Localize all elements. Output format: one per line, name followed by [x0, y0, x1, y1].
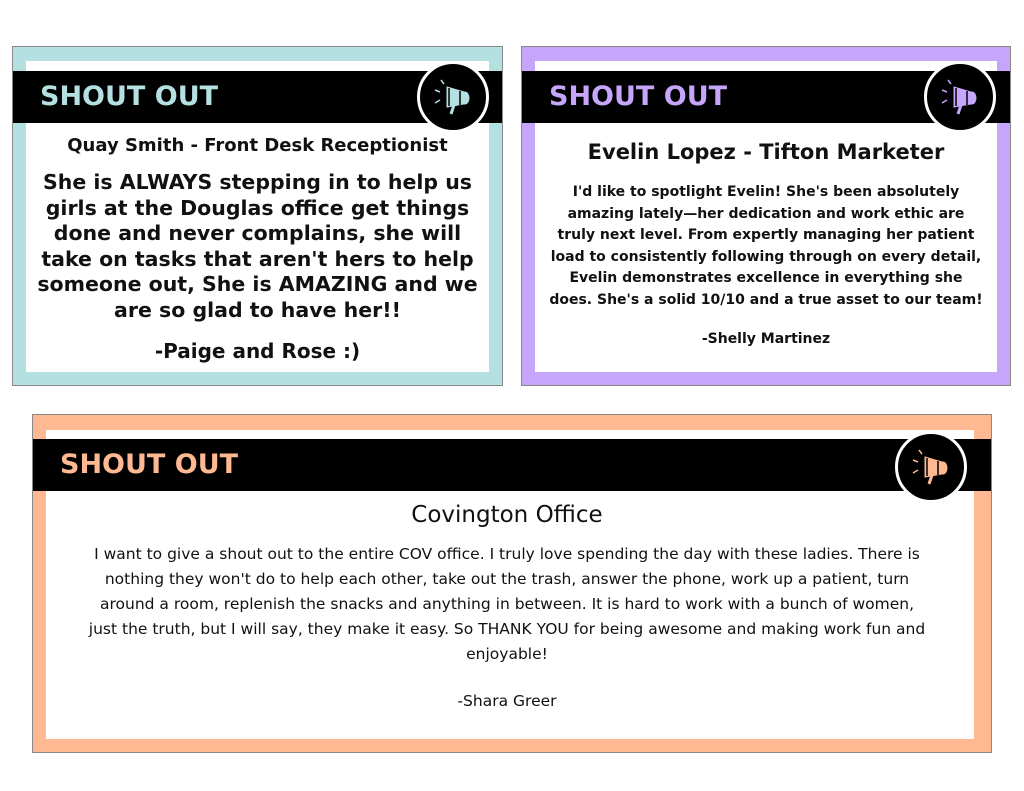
- signature: -Shara Greer: [457, 692, 557, 710]
- card-content: Quay Smith - Front Desk Receptionist She…: [33, 135, 482, 363]
- signature: -Shelly Martinez: [701, 331, 831, 347]
- shoutout-card-covington-office: SHOUT OUT Covington Office I want to giv…: [32, 414, 992, 753]
- recipient-name: Quay Smith - Front Desk Receptionist: [67, 135, 448, 156]
- card-header-title: SHOUT OUT: [549, 81, 728, 112]
- header-band: SHOUT OUT: [33, 439, 991, 491]
- shoutout-message: She is ALWAYS stepping in to help us gir…: [37, 170, 478, 322]
- shoutout-message: I'd like to spotlight Evelin! She's been…: [549, 184, 983, 308]
- card-header-title: SHOUT OUT: [40, 81, 219, 112]
- megaphone-badge: [895, 431, 967, 503]
- card-content: Evelin Lopez - Tifton Marketer I'd like …: [548, 140, 984, 347]
- recipient-name: Evelin Lopez - Tifton Marketer: [587, 140, 945, 164]
- signature: -Paige and Rose :): [154, 339, 361, 363]
- megaphone-icon: [434, 79, 470, 115]
- card-header-title: SHOUT OUT: [60, 449, 239, 480]
- recipient-name: Covington Office: [411, 502, 603, 528]
- shoutout-card-evelin-lopez: SHOUT OUT Evelin Lopez - Tifton Marketer…: [521, 46, 1011, 386]
- megaphone-badge: [924, 61, 996, 133]
- shoutout-message: I want to give a shout out to the entire…: [88, 545, 926, 663]
- card-content: Covington Office I want to give a shout …: [88, 502, 926, 710]
- megaphone-icon: [912, 449, 948, 485]
- shoutout-card-quay-smith: SHOUT OUT Quay Smith - Front Desk Recept…: [12, 46, 503, 386]
- megaphone-badge: [417, 61, 489, 133]
- megaphone-icon: [941, 79, 977, 115]
